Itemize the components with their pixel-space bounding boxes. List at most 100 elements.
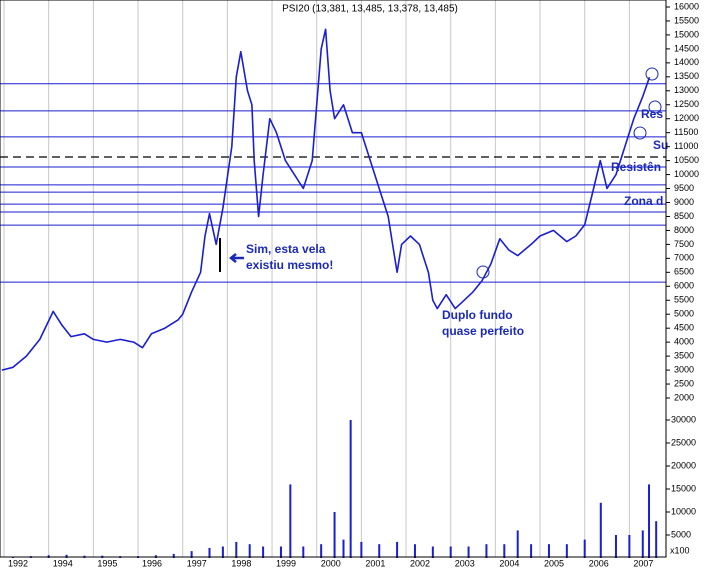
volume-bar — [655, 521, 658, 558]
x-tick-label: 2005 — [544, 558, 564, 568]
y-tick-label: 4000 — [674, 337, 694, 347]
y-tick-label: 11500 — [674, 127, 698, 137]
volume-bar — [235, 541, 238, 558]
y-tick-label: 15000 — [674, 29, 699, 39]
x-tick-label: 2000 — [321, 558, 341, 568]
x-tick-label: 2003 — [455, 558, 475, 568]
volume-bar — [547, 544, 550, 558]
y-tick-label: 5000 — [674, 309, 694, 319]
volume-bar — [248, 544, 251, 558]
volume-bar — [208, 547, 211, 558]
x-tick-label: 1998 — [231, 558, 251, 568]
volume-bar — [172, 553, 175, 558]
y-tick-label: 6500 — [674, 267, 694, 277]
y-tick-label: 20000 — [671, 460, 696, 470]
y-tick-label: 5000 — [671, 529, 691, 539]
smiley — [476, 265, 490, 279]
volume-bar — [485, 544, 488, 558]
price-line — [1, 28, 651, 371]
volume-bar — [333, 512, 336, 558]
volume-bar — [641, 530, 644, 558]
volume-bar — [320, 544, 323, 558]
y-tick-label: 12000 — [674, 113, 699, 123]
volume-bar — [565, 544, 568, 558]
smiley — [645, 67, 659, 81]
x-tick-label: 2007 — [633, 558, 653, 568]
annotation: quase perfeito — [442, 324, 524, 338]
annotation: Resistên — [611, 160, 661, 174]
volume-bar — [65, 554, 68, 558]
volume-bar — [614, 535, 617, 558]
y-tick-label: 9000 — [674, 197, 694, 207]
y-tick-label: 10000 — [674, 169, 699, 179]
annotation: existiu mesmo! — [246, 258, 333, 272]
y-tick-label: 8000 — [674, 225, 694, 235]
y-tick-label: 5500 — [674, 295, 694, 305]
x-tick-label: 1997 — [187, 558, 207, 568]
volume-bar — [360, 541, 363, 558]
y-tick-label: 11000 — [674, 141, 698, 151]
annotation: Duplo fundo — [442, 308, 513, 322]
annotation: Zona d — [624, 194, 663, 208]
chart-title: PSI20 (13,381, 13,485, 13,378, 13,485) — [282, 4, 458, 15]
plot-frame — [0, 0, 667, 558]
grid — [0, 0, 666, 557]
volume-bar — [648, 484, 651, 558]
volume-bar — [503, 544, 506, 558]
y-tick-label: 14500 — [674, 43, 699, 53]
volume-bar — [530, 544, 533, 558]
y-tick-label: 7000 — [674, 253, 694, 263]
volume-unit: x100 — [670, 545, 690, 555]
x-tick-label: 2004 — [499, 558, 519, 568]
y-tick-label: 10500 — [674, 155, 699, 165]
annotation: Res — [641, 107, 663, 121]
arrow — [228, 253, 244, 263]
volume-bar — [413, 544, 416, 558]
volume-bar — [279, 546, 282, 558]
y-tick-label: 4500 — [674, 323, 694, 333]
volume-bar — [431, 546, 434, 558]
volume-bar — [396, 541, 399, 558]
volume-bar — [302, 546, 305, 558]
y-tick-label: 12500 — [674, 99, 699, 109]
volume-bar — [599, 502, 602, 558]
x-tick-label: 1996 — [142, 558, 162, 568]
volume-bar — [221, 546, 224, 558]
marks — [1, 28, 658, 558]
x-tick-label: 1994 — [53, 558, 73, 568]
x-tick-label: 1995 — [97, 558, 117, 568]
y-tick-label: 6000 — [674, 281, 694, 291]
volume-bar — [349, 420, 352, 558]
x-tick-label: 1992 — [8, 558, 28, 568]
volume-bar — [449, 546, 452, 558]
y-tick-label: 2000 — [674, 392, 694, 402]
y-tick-label: 8500 — [674, 211, 694, 221]
x-tick-label: 1999 — [276, 558, 296, 568]
y-tick-label: 15500 — [674, 15, 699, 25]
volume-bar — [467, 546, 470, 558]
volume-bar — [516, 530, 519, 558]
y-tick-label: 13000 — [674, 85, 699, 95]
y-tick-label: 14000 — [674, 57, 699, 67]
annotation: Sim, esta vela — [246, 242, 326, 256]
volume-bar — [342, 539, 345, 558]
volume-bar — [583, 539, 586, 558]
volume-bar — [378, 544, 381, 558]
y-tick-label: 7500 — [674, 239, 694, 249]
y-tick-label: 15000 — [671, 483, 696, 493]
smiley — [648, 100, 662, 114]
y-tick-label: 30000 — [671, 414, 696, 424]
x-tick-label: 2006 — [589, 558, 609, 568]
y-tick-label: 13500 — [674, 71, 699, 81]
annotation: Su — [653, 138, 668, 152]
y-tick-label: 25000 — [671, 437, 696, 447]
volume-bar — [289, 484, 292, 558]
y-tick-label: 16000 — [674, 1, 699, 11]
y-tick-label: 3500 — [674, 350, 694, 360]
y-tick-label: 9500 — [674, 183, 694, 193]
y-tick-label: 3000 — [674, 364, 694, 374]
y-tick-label: 2500 — [674, 378, 694, 388]
y-tick-label: 10000 — [671, 506, 696, 516]
